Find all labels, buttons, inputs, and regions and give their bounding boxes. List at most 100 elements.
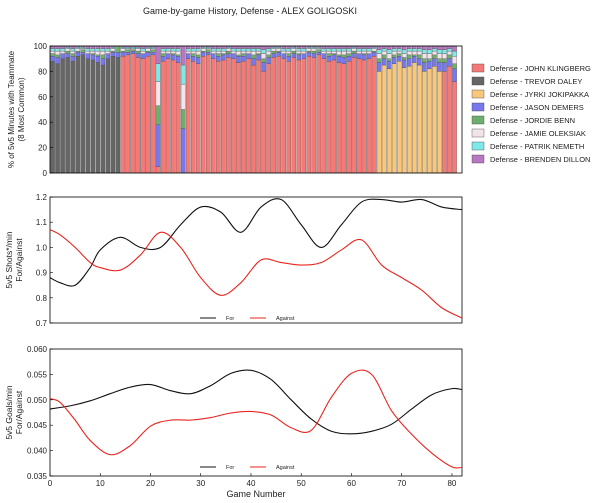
bar-segment-benn: [412, 54, 417, 57]
bar-segment-nemeth: [306, 47, 312, 49]
bar-segment-oleksiak: [175, 50, 181, 56]
bar-segment-oleksiak: [306, 48, 312, 52]
bar-segment-benn: [226, 50, 231, 54]
bar-segment-klingberg: [185, 58, 191, 174]
bar-segment-oleksiak: [386, 53, 392, 59]
bar-segment-nemeth: [311, 47, 317, 49]
bar-segment-oleksiak: [276, 48, 281, 52]
series-line-against: [49, 229, 463, 319]
bar-segment-klingberg: [351, 57, 357, 174]
bar-segment-klingberg: [331, 59, 337, 174]
chart-title: Game-by-game History, Defense - ALEX GOL…: [143, 6, 357, 16]
bar-segment-daley: [90, 59, 96, 174]
bar-segment-demers: [432, 58, 437, 67]
y-tick-label: 1.1: [36, 218, 48, 227]
bar-segment-klingberg: [276, 56, 281, 174]
bar-segment-benn: [386, 58, 392, 62]
bar-segment-nemeth: [432, 48, 437, 52]
x-axis-label: Game Number: [226, 489, 285, 499]
bar-segment-demers: [246, 53, 251, 59]
bar-segment-jokipakka: [422, 71, 427, 174]
bar-segment-demers: [376, 62, 382, 72]
bar-segment-jokipakka: [376, 71, 382, 174]
bar-segment-nemeth: [286, 48, 291, 52]
bar-segment-benn: [170, 53, 176, 56]
y-axis-label: For/Against: [14, 390, 24, 434]
bar-segment-oleksiak: [241, 50, 246, 54]
bar-segment-oleksiak: [296, 50, 302, 54]
bar-segment-nemeth: [361, 48, 367, 52]
bar-segment-demers: [85, 53, 91, 59]
y-tick-label: 40: [38, 118, 47, 127]
bar-segment-oleksiak: [331, 50, 337, 54]
bar-segment-benn: [341, 54, 347, 58]
bar-segment-oleksiak: [211, 50, 216, 54]
bar-segment-demers: [321, 53, 327, 59]
bar-segment-demers: [281, 53, 286, 59]
bar-segment-dillon: [155, 45, 161, 64]
bar-segment-benn: [256, 53, 261, 56]
bar-segment-demers: [160, 56, 166, 62]
bar-segment-oleksiak: [371, 48, 377, 52]
bar-segment-klingberg: [175, 62, 181, 174]
bar-segment-klingberg: [371, 56, 377, 174]
bar-segment-benn: [427, 58, 432, 62]
bar-segment-oleksiak: [110, 48, 116, 52]
bar-segment-demers: [406, 58, 412, 67]
bar-segment-demers: [145, 52, 151, 57]
bar-segment-klingberg: [341, 63, 347, 174]
bar-segment-benn: [175, 54, 181, 57]
bar-segment-benn: [75, 50, 80, 53]
bar-segment-benn: [241, 53, 246, 57]
bar-segment-nemeth: [437, 49, 442, 54]
bar-segment-nemeth: [442, 49, 447, 54]
bar-segment-demers: [326, 56, 332, 62]
bar-segment-demers: [100, 58, 106, 66]
bar-segment-oleksiak: [422, 53, 427, 59]
bar-segment-oleksiak: [60, 50, 65, 54]
bar-segment-dillon: [401, 45, 407, 50]
bar-segment-klingberg: [356, 58, 362, 174]
legend-label: Against: [276, 316, 295, 322]
bar-segment-demers: [396, 56, 402, 62]
bar-segment-klingberg: [261, 71, 266, 174]
legend-label: Defense - JOHN KLINGBERG: [490, 64, 591, 73]
legend-swatch: [471, 141, 485, 151]
bar-segment-benn: [200, 50, 206, 53]
y-axis-label: 5v5 Goals/min: [4, 385, 14, 440]
bar-segment-demers: [130, 50, 136, 54]
legend-label: Defense - JYRKI JOKIPAKKA: [490, 90, 589, 99]
bar-segment-nemeth: [371, 47, 377, 49]
bar-segment-oleksiak: [361, 50, 367, 54]
bar-segment-klingberg: [326, 61, 332, 174]
bar-segment-demers: [60, 53, 65, 59]
y-tick-label: 0.060: [27, 345, 48, 354]
bar-segment-oleksiak: [185, 50, 191, 54]
legend-label: Defense - PATRIK NEMETH: [490, 142, 584, 151]
bar-segment-oleksiak: [311, 48, 317, 52]
bar-segment-demers: [115, 52, 121, 58]
bar-segment-benn: [110, 50, 116, 53]
bar-segment-demers: [150, 52, 156, 56]
bar-segment-benn: [406, 54, 412, 59]
bar-segment-benn: [447, 54, 452, 59]
bar-segment-dillon: [376, 45, 382, 50]
bar-segment-nemeth: [200, 47, 206, 49]
bar-segment-oleksiak: [351, 48, 357, 52]
bar-segment-benn: [376, 58, 382, 63]
bar-segment-daley: [110, 56, 116, 174]
bar-segment-benn: [316, 49, 322, 53]
bar-segment-nemeth: [291, 47, 297, 49]
bar-segment-klingberg: [271, 57, 276, 174]
y-tick-label: 0.035: [27, 472, 48, 481]
bar-segment-demers: [211, 53, 216, 59]
legend-swatch: [471, 63, 485, 73]
series-line-for: [49, 198, 463, 287]
bar-segment-klingberg: [236, 62, 241, 174]
bar-segment-demers: [190, 56, 196, 62]
bar-segment-oleksiak: [145, 48, 151, 52]
bar-segment-demers: [55, 57, 60, 64]
bar-segment-jokipakka: [417, 64, 422, 174]
bar-segment-nemeth: [145, 47, 151, 49]
bar-segment-klingberg: [311, 57, 317, 174]
